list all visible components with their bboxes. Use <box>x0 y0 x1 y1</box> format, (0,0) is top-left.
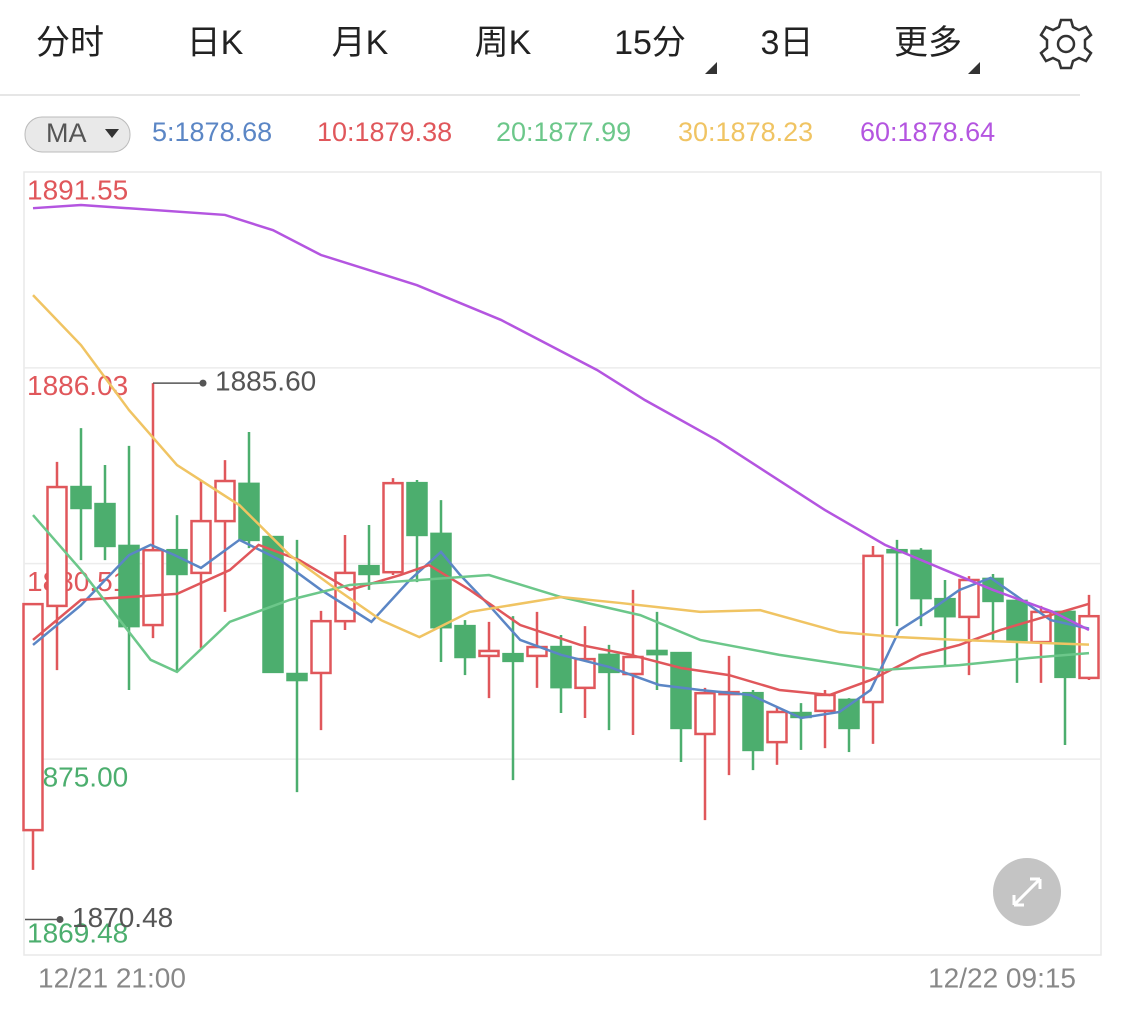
legend-item: 30:1878.23 <box>678 117 813 147</box>
max-marker-dot <box>199 379 207 387</box>
indicator-label: MA <box>46 118 87 148</box>
legend-item: 20:1877.99 <box>496 117 631 147</box>
y-tick-label: 1875.00 <box>27 762 128 793</box>
candle-body <box>766 710 788 744</box>
tab[interactable]: 15分 <box>614 24 686 62</box>
candle-body <box>238 482 260 542</box>
tab[interactable]: 更多 <box>894 24 962 62</box>
ma-line <box>32 203 1090 632</box>
candle-body <box>310 619 332 675</box>
tab[interactable]: 日K <box>187 24 244 62</box>
candle-body <box>118 544 140 628</box>
tab[interactable]: 分时 <box>36 24 104 62</box>
candle-body <box>70 485 92 510</box>
plot: 1891.55 1886.03 1880.51 1875.00 1869.48 1885.… <box>22 174 1101 993</box>
candle-body <box>574 657 596 690</box>
y-tick-label: 1886.03 <box>27 370 128 401</box>
candle-body <box>334 571 356 623</box>
indicator-dropdown[interactable] <box>24 116 131 153</box>
tab-bar: 分时 日K 月K 周K 15分 3日 更多 <box>36 24 962 62</box>
candle-body <box>478 649 500 658</box>
candle-body <box>358 564 380 576</box>
candle-body <box>454 624 476 659</box>
candle-body <box>1078 614 1100 680</box>
max-marker-label: 1885.60 <box>215 365 316 396</box>
min-marker-label: 1870.48 <box>72 902 173 933</box>
candle-body <box>622 655 644 676</box>
candle-body <box>430 532 452 629</box>
candle-body <box>814 693 836 713</box>
ma-line <box>32 294 1090 646</box>
ma-line <box>32 514 1090 674</box>
candle-body <box>502 652 524 663</box>
dropdown-arrow <box>105 129 119 138</box>
settings-icon[interactable] <box>1039 18 1093 70</box>
candle-body <box>94 502 116 548</box>
candle-body <box>934 597 956 618</box>
x-tick-label: 12/22 09:15 <box>928 962 1076 993</box>
candle-body <box>190 519 212 575</box>
candle-body <box>694 691 716 736</box>
legend: 5:1878.68 10:1879.38 20:1877.99 30:1878.23 6… <box>152 117 995 147</box>
legend-item: 60:1878.64 <box>860 117 995 147</box>
candle-body <box>142 548 164 627</box>
min-marker-dot <box>56 916 64 924</box>
candle-body <box>406 481 428 537</box>
tab[interactable]: 3日 <box>761 24 814 62</box>
candle-body <box>862 554 884 704</box>
y-tick-label: 1891.55 <box>27 174 128 205</box>
x-tick-label: 12/21 21:00 <box>38 962 186 993</box>
dropdown-arrow <box>968 62 980 74</box>
candle-body <box>46 485 68 608</box>
candle-body <box>22 602 44 832</box>
tab[interactable]: 月K <box>332 24 389 62</box>
ma-line <box>32 543 1090 697</box>
dropdown-arrow <box>705 62 717 74</box>
candle-body <box>646 649 668 656</box>
candle-body <box>286 672 308 682</box>
y-tick-label: 1869.48 <box>27 917 128 948</box>
candle-body <box>838 698 860 730</box>
fullscreen-icon <box>1012 877 1042 907</box>
tab[interactable]: 周K <box>475 24 532 62</box>
y-tick-label: 1880.51 <box>27 566 128 597</box>
ma-line <box>32 538 1090 720</box>
legend-item: 10:1879.38 <box>317 117 452 147</box>
candle-body <box>382 481 404 574</box>
candle-body <box>670 651 692 730</box>
candle-body <box>1006 599 1028 642</box>
candle-body <box>742 691 764 752</box>
legend-item: 5:1878.68 <box>152 117 272 147</box>
